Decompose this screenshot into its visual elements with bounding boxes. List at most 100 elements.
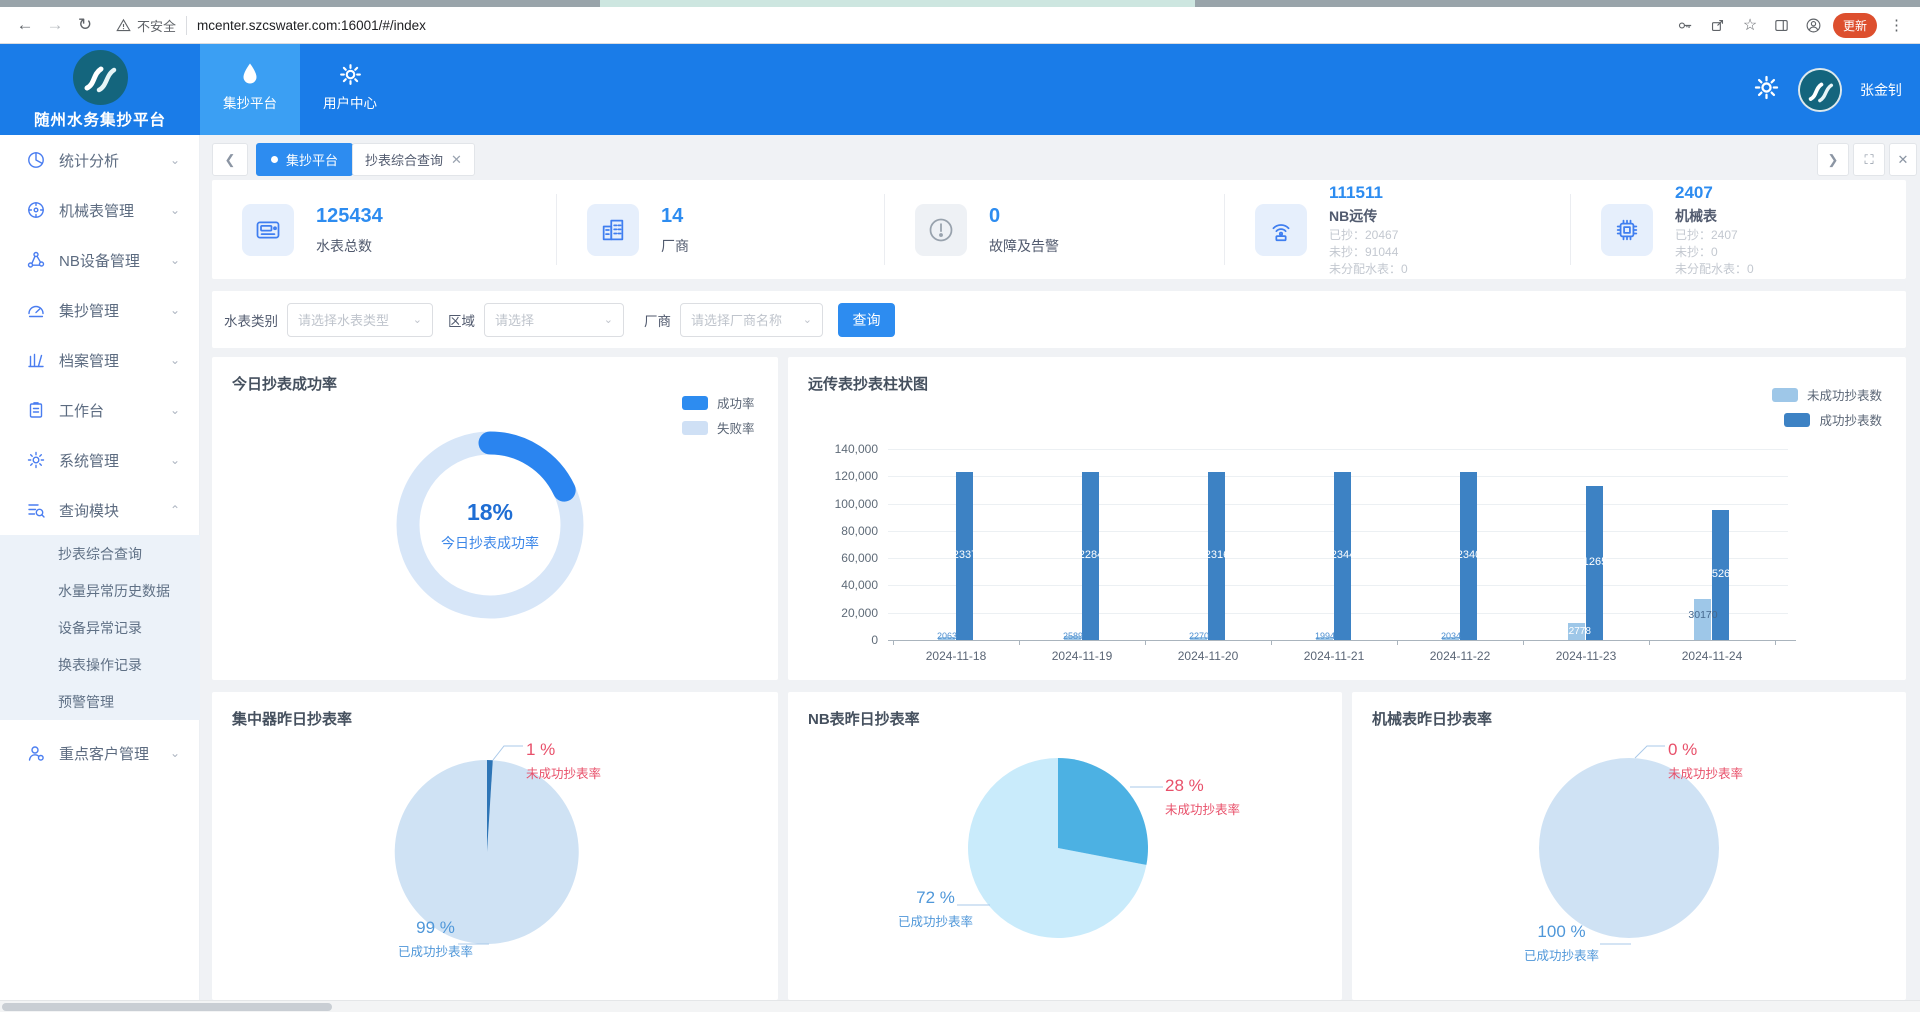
chevron-down-icon: ⌄ <box>169 303 180 317</box>
tabs-scroll-left-button[interactable]: ❮ <box>212 143 248 176</box>
chrome-update-button[interactable]: 更新 <box>1832 12 1877 38</box>
tabs-scroll-right-button[interactable]: ❯ <box>1817 143 1849 176</box>
bar-fail[interactable] <box>1316 637 1333 640</box>
legend-item[interactable]: 成功率 <box>682 393 755 412</box>
tab-page[interactable]: 抄表综合查询 ✕ <box>352 143 475 176</box>
sidebar-item-1[interactable]: 机械表管理 ⌄ <box>0 185 200 235</box>
bar-fail[interactable] <box>1694 598 1711 640</box>
x-axis-label: 2024-11-19 <box>1051 649 1113 663</box>
pie-percent: 28 % <box>1165 776 1204 795</box>
bar-success[interactable] <box>1208 471 1225 640</box>
pie-slice-name: 未成功抄表率 <box>1165 803 1241 817</box>
sidebar-item-4[interactable]: 档案管理 ⌄ <box>0 335 200 385</box>
header-tab-platform[interactable]: 集抄平台 <box>200 44 300 135</box>
stat-value: 111511 <box>1329 183 1383 203</box>
water-drop-icon <box>200 58 300 90</box>
bar-success[interactable] <box>1460 471 1477 640</box>
bar-success[interactable] <box>1712 510 1729 640</box>
horizontal-scrollbar[interactable] <box>0 1000 1920 1012</box>
pie-chart <box>1539 745 1719 945</box>
sidebar-item-0[interactable]: 统计分析 ⌄ <box>0 135 200 185</box>
legend-item[interactable]: 失败率 <box>682 418 755 437</box>
bar-panel-remote-meter: 远传表抄表柱状图 未成功抄表数 成功抄表数 0 20,000 40,000 60,000 80… <box>788 357 1906 680</box>
stat-label: 故障及告警 <box>989 238 1059 254</box>
sidebar-item-3[interactable]: 集抄管理 ⌄ <box>0 285 200 335</box>
gauge-icon <box>26 200 46 220</box>
stat-4: 2407 机械表 已抄：2407 未抄：0 未分配水表：0 <box>1571 180 1906 279</box>
sidebar-subitem-1[interactable]: 水量异常历史数据 <box>58 582 170 599</box>
reload-icon[interactable]: ↻ <box>77 15 93 34</box>
sidebar-subitem-2[interactable]: 设备异常记录 <box>58 619 142 636</box>
share-icon[interactable] <box>1705 12 1731 38</box>
bar-fail[interactable] <box>938 637 955 640</box>
stat-value: 0 <box>989 205 1001 227</box>
sidebar-item-2[interactable]: NB设备管理 ⌄ <box>0 235 200 285</box>
address-bar[interactable]: mcenter.szcswater.com:16001/#/index <box>197 17 426 33</box>
stat-detail: 未抄：91044 <box>1329 244 1399 259</box>
chip-icon <box>1601 203 1653 256</box>
sidebar-item-label: 档案管理 <box>59 352 120 370</box>
user-avatar[interactable] <box>1798 67 1842 112</box>
legend-item[interactable]: 成功抄表数 <box>1784 410 1882 429</box>
browser-tab-strip <box>0 0 1920 7</box>
meter-type-select[interactable]: 请选择水表类型 ⌄ <box>287 302 433 337</box>
close-all-tabs-button[interactable]: ✕ <box>1889 143 1917 176</box>
side-panel-icon[interactable] <box>1769 12 1795 38</box>
back-icon[interactable]: ← <box>16 15 34 34</box>
password-key-icon[interactable] <box>1673 12 1699 38</box>
stat-detail: 已抄：20467 <box>1329 227 1399 242</box>
search-button[interactable]: 查询 <box>838 302 895 337</box>
legend-swatch <box>682 395 708 410</box>
bar-success[interactable] <box>1586 486 1603 640</box>
bar-success[interactable] <box>1082 472 1099 640</box>
browser-active-tab[interactable] <box>600 0 1195 7</box>
tab-close-icon[interactable]: ✕ <box>451 151 462 167</box>
x-axis-label: 2024-11-23 <box>1555 649 1617 663</box>
pie-panel-nb-meter: NB表昨日抄表率 28 % 未成功抄表率 72 % 已成功抄表率 <box>788 692 1342 1000</box>
bar-fail[interactable] <box>1190 636 1207 640</box>
sidebar-subitem-4[interactable]: 预警管理 <box>58 693 114 710</box>
bar-fail[interactable] <box>1442 637 1459 640</box>
y-axis-tick: 120,000 <box>834 469 878 484</box>
chevron-down-icon: ⌄ <box>603 314 613 326</box>
region-select[interactable]: 请选择 ⌄ <box>484 302 624 337</box>
pie-label-success: 99 % 已成功抄表率 <box>398 918 473 960</box>
browser-menu-icon[interactable]: ⋮ <box>1889 17 1904 34</box>
site-security-badge[interactable]: 不安全 <box>116 15 188 35</box>
legend-item[interactable]: 未成功抄表数 <box>1771 385 1882 404</box>
legend-label: 失败率 <box>717 422 755 436</box>
settings-gear-icon[interactable] <box>1753 74 1780 106</box>
pie-slice-name: 已成功抄表率 <box>1524 949 1600 963</box>
sidebar-item-5[interactable]: 工作台 ⌄ <box>0 385 200 435</box>
tab-platform-active[interactable]: 集抄平台 <box>256 143 354 176</box>
divider <box>1570 194 1571 265</box>
bar-success[interactable] <box>1334 471 1351 640</box>
active-dot <box>271 156 278 163</box>
user-gear-icon <box>26 743 46 763</box>
profile-icon[interactable] <box>1801 12 1827 38</box>
sidebar-item-7[interactable]: 查询模块 ⌃ <box>0 485 200 535</box>
vendor-select[interactable]: 请选择厂商名称 ⌄ <box>680 302 823 337</box>
bar-label: 95264 <box>1705 568 1737 581</box>
x-axis-label: 2024-11-22 <box>1429 649 1491 663</box>
warning-icon <box>116 18 131 31</box>
forward-icon[interactable]: → <box>46 15 64 34</box>
bar-fail[interactable] <box>1064 636 1081 640</box>
bookmark-star-icon[interactable]: ☆ <box>1742 17 1758 34</box>
chevron-up-icon: ⌃ <box>169 503 180 517</box>
sidebar-item-6[interactable]: 系统管理 ⌄ <box>0 435 200 485</box>
sidebar-submenu: 抄表综合查询水量异常历史数据 设备异常记录 换表操作记录 预警管理 <box>0 535 200 720</box>
fullscreen-button[interactable]: ⛶ <box>1853 143 1885 176</box>
header-tab-usercenter[interactable]: 用户中心 <box>300 44 400 135</box>
username[interactable]: 张金钊 <box>1860 81 1902 98</box>
scrollbar-thumb[interactable] <box>2 1003 332 1011</box>
bar-fail[interactable] <box>1568 622 1585 640</box>
sidebar-subitem-3[interactable]: 换表操作记录 <box>58 656 142 673</box>
app-logo <box>73 50 128 105</box>
sidebar: 统计分析 ⌄ 机械表管理 ⌄ NB设备管理 ⌄ 集抄管理 ⌄ 档案管理 ⌄ 工作台 ⌄ 系统管理 ⌄ 查询模… <box>0 135 200 1000</box>
x-axis-label: 2024-11-20 <box>1177 649 1239 663</box>
chevron-down-icon: ⌄ <box>169 203 180 217</box>
sidebar-item-8[interactable]: 重点客户管理 ⌄ <box>0 728 200 778</box>
bar-success[interactable] <box>956 471 973 640</box>
sidebar-subitem-0[interactable]: 抄表综合查询 <box>58 545 142 562</box>
